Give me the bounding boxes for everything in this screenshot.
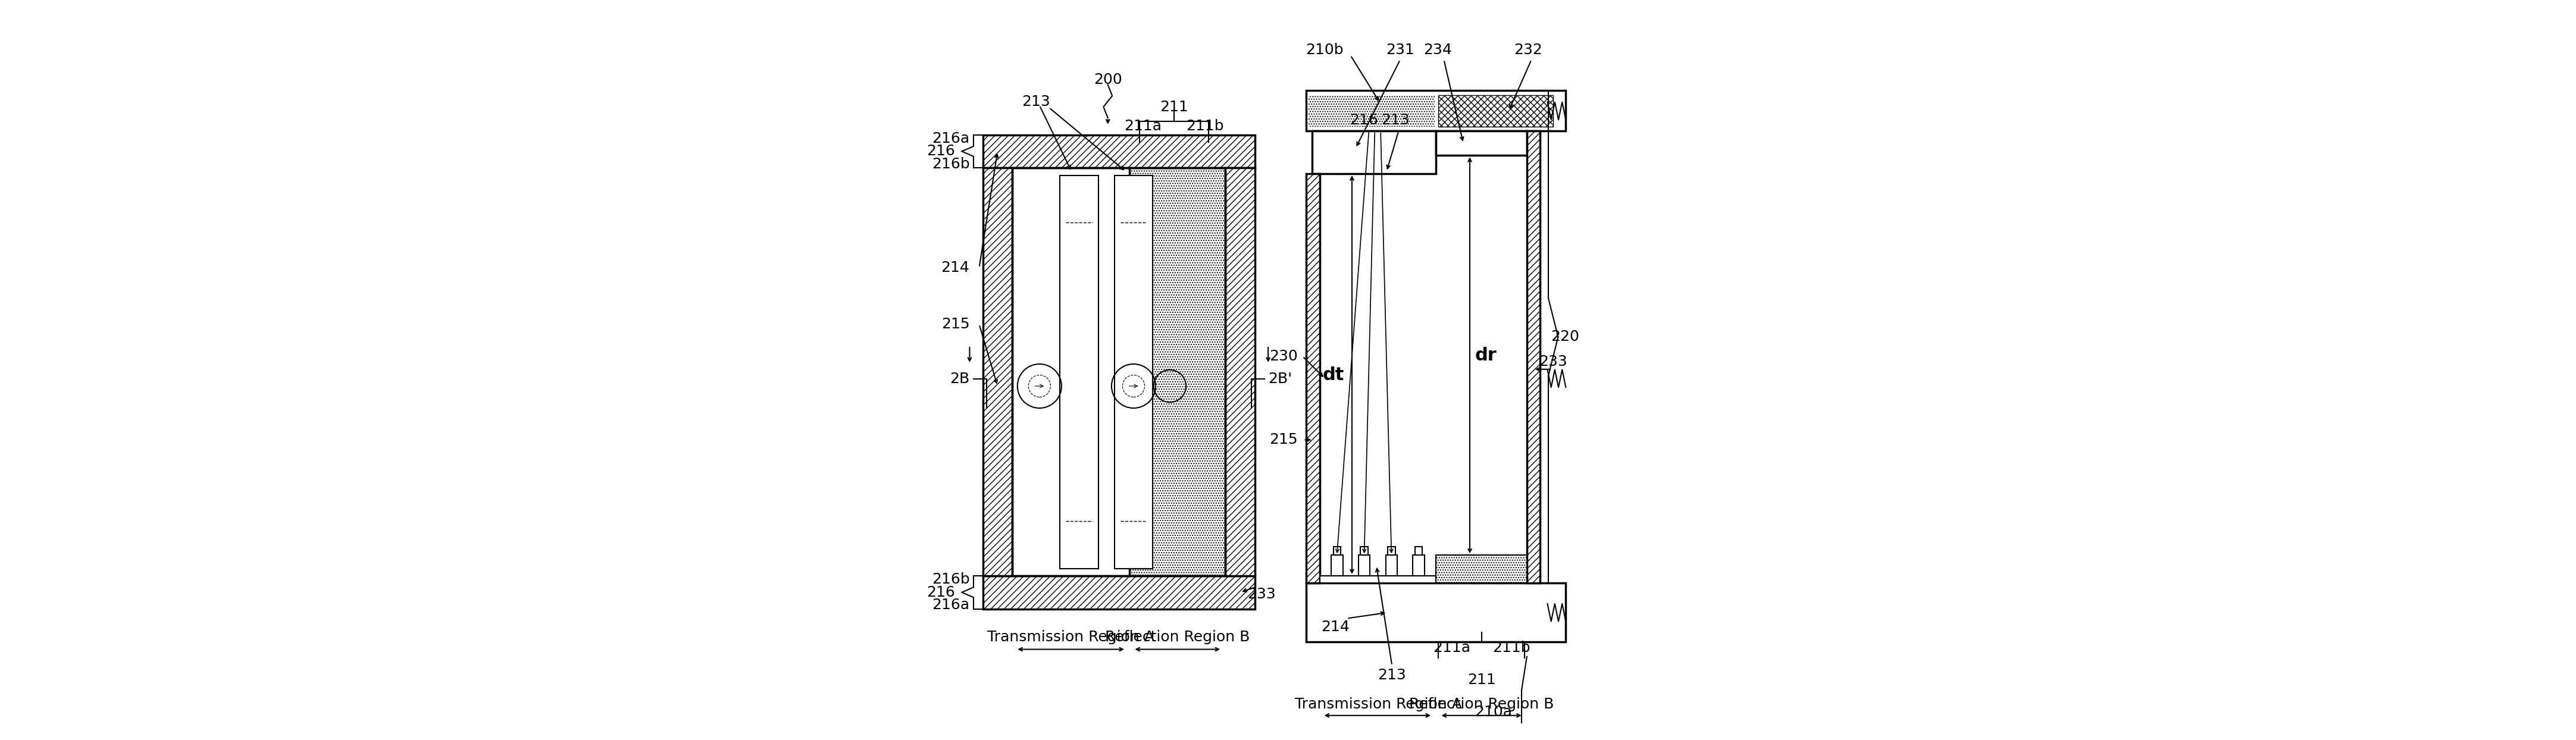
Bar — [1412, 555, 1425, 576]
Text: 211b: 211b — [1492, 641, 1530, 655]
Text: 231: 231 — [1386, 43, 1414, 58]
Bar — [1435, 555, 1528, 583]
Bar — [1388, 546, 1396, 555]
Text: 214: 214 — [940, 260, 969, 275]
Bar — [1386, 555, 1396, 576]
Text: 211a: 211a — [1432, 641, 1471, 655]
Text: 213: 213 — [1023, 95, 1051, 109]
Bar — [1012, 168, 1226, 576]
Bar — [984, 576, 1255, 609]
Bar — [1306, 583, 1566, 642]
Text: 230: 230 — [1270, 349, 1298, 363]
Bar — [1226, 168, 1255, 576]
Bar — [984, 168, 1012, 576]
Text: Transmission Region A: Transmission Region A — [1296, 697, 1463, 712]
Bar — [1306, 174, 1319, 583]
Text: 234: 234 — [1425, 43, 1453, 58]
Bar — [1311, 131, 1435, 174]
Bar — [1332, 555, 1342, 576]
Bar — [1115, 175, 1151, 568]
Text: 232: 232 — [1515, 43, 1543, 58]
Text: 216b: 216b — [933, 157, 969, 172]
Text: 216b: 216b — [933, 572, 969, 587]
Text: 215: 215 — [1270, 433, 1298, 447]
Text: 200: 200 — [1095, 73, 1123, 87]
Text: 215: 215 — [940, 317, 969, 332]
Text: 2B': 2B' — [1267, 371, 1293, 386]
Text: 213: 213 — [1381, 113, 1409, 127]
Bar — [1414, 546, 1422, 555]
Text: 211: 211 — [1468, 673, 1497, 687]
Bar — [1306, 91, 1566, 131]
Text: dt: dt — [1321, 366, 1345, 383]
Bar — [984, 135, 1255, 168]
Bar — [1319, 576, 1435, 583]
Bar — [1128, 168, 1226, 576]
Text: 211b: 211b — [1185, 119, 1224, 133]
Text: 220: 220 — [1551, 330, 1579, 344]
Text: 213: 213 — [1378, 668, 1406, 682]
Bar — [1358, 555, 1370, 576]
Text: 211a: 211a — [1123, 119, 1162, 133]
Text: 233: 233 — [1538, 354, 1566, 369]
Bar — [1437, 95, 1553, 127]
Text: 216: 216 — [1350, 113, 1378, 127]
Text: 214: 214 — [1321, 620, 1350, 634]
Text: Reflection Region B: Reflection Region B — [1409, 697, 1553, 712]
Text: Reflection Region B: Reflection Region B — [1105, 630, 1249, 644]
Bar — [1061, 175, 1097, 568]
Bar — [1309, 95, 1435, 127]
Text: Transmission Region A: Transmission Region A — [987, 630, 1154, 644]
Text: 216a: 216a — [933, 598, 969, 613]
Text: 211: 211 — [1159, 100, 1188, 114]
Text: 216: 216 — [927, 585, 956, 599]
Bar — [1334, 546, 1340, 555]
Text: 216: 216 — [927, 144, 956, 158]
Text: 210a: 210a — [1473, 704, 1512, 719]
Bar — [1360, 546, 1368, 555]
Text: 233: 233 — [1247, 587, 1275, 602]
Text: 210b: 210b — [1306, 43, 1345, 58]
Bar — [1528, 131, 1540, 583]
Text: dr: dr — [1476, 346, 1497, 364]
Bar — [1435, 131, 1528, 155]
Text: 216a: 216a — [933, 131, 969, 146]
Text: 2B: 2B — [951, 371, 969, 386]
